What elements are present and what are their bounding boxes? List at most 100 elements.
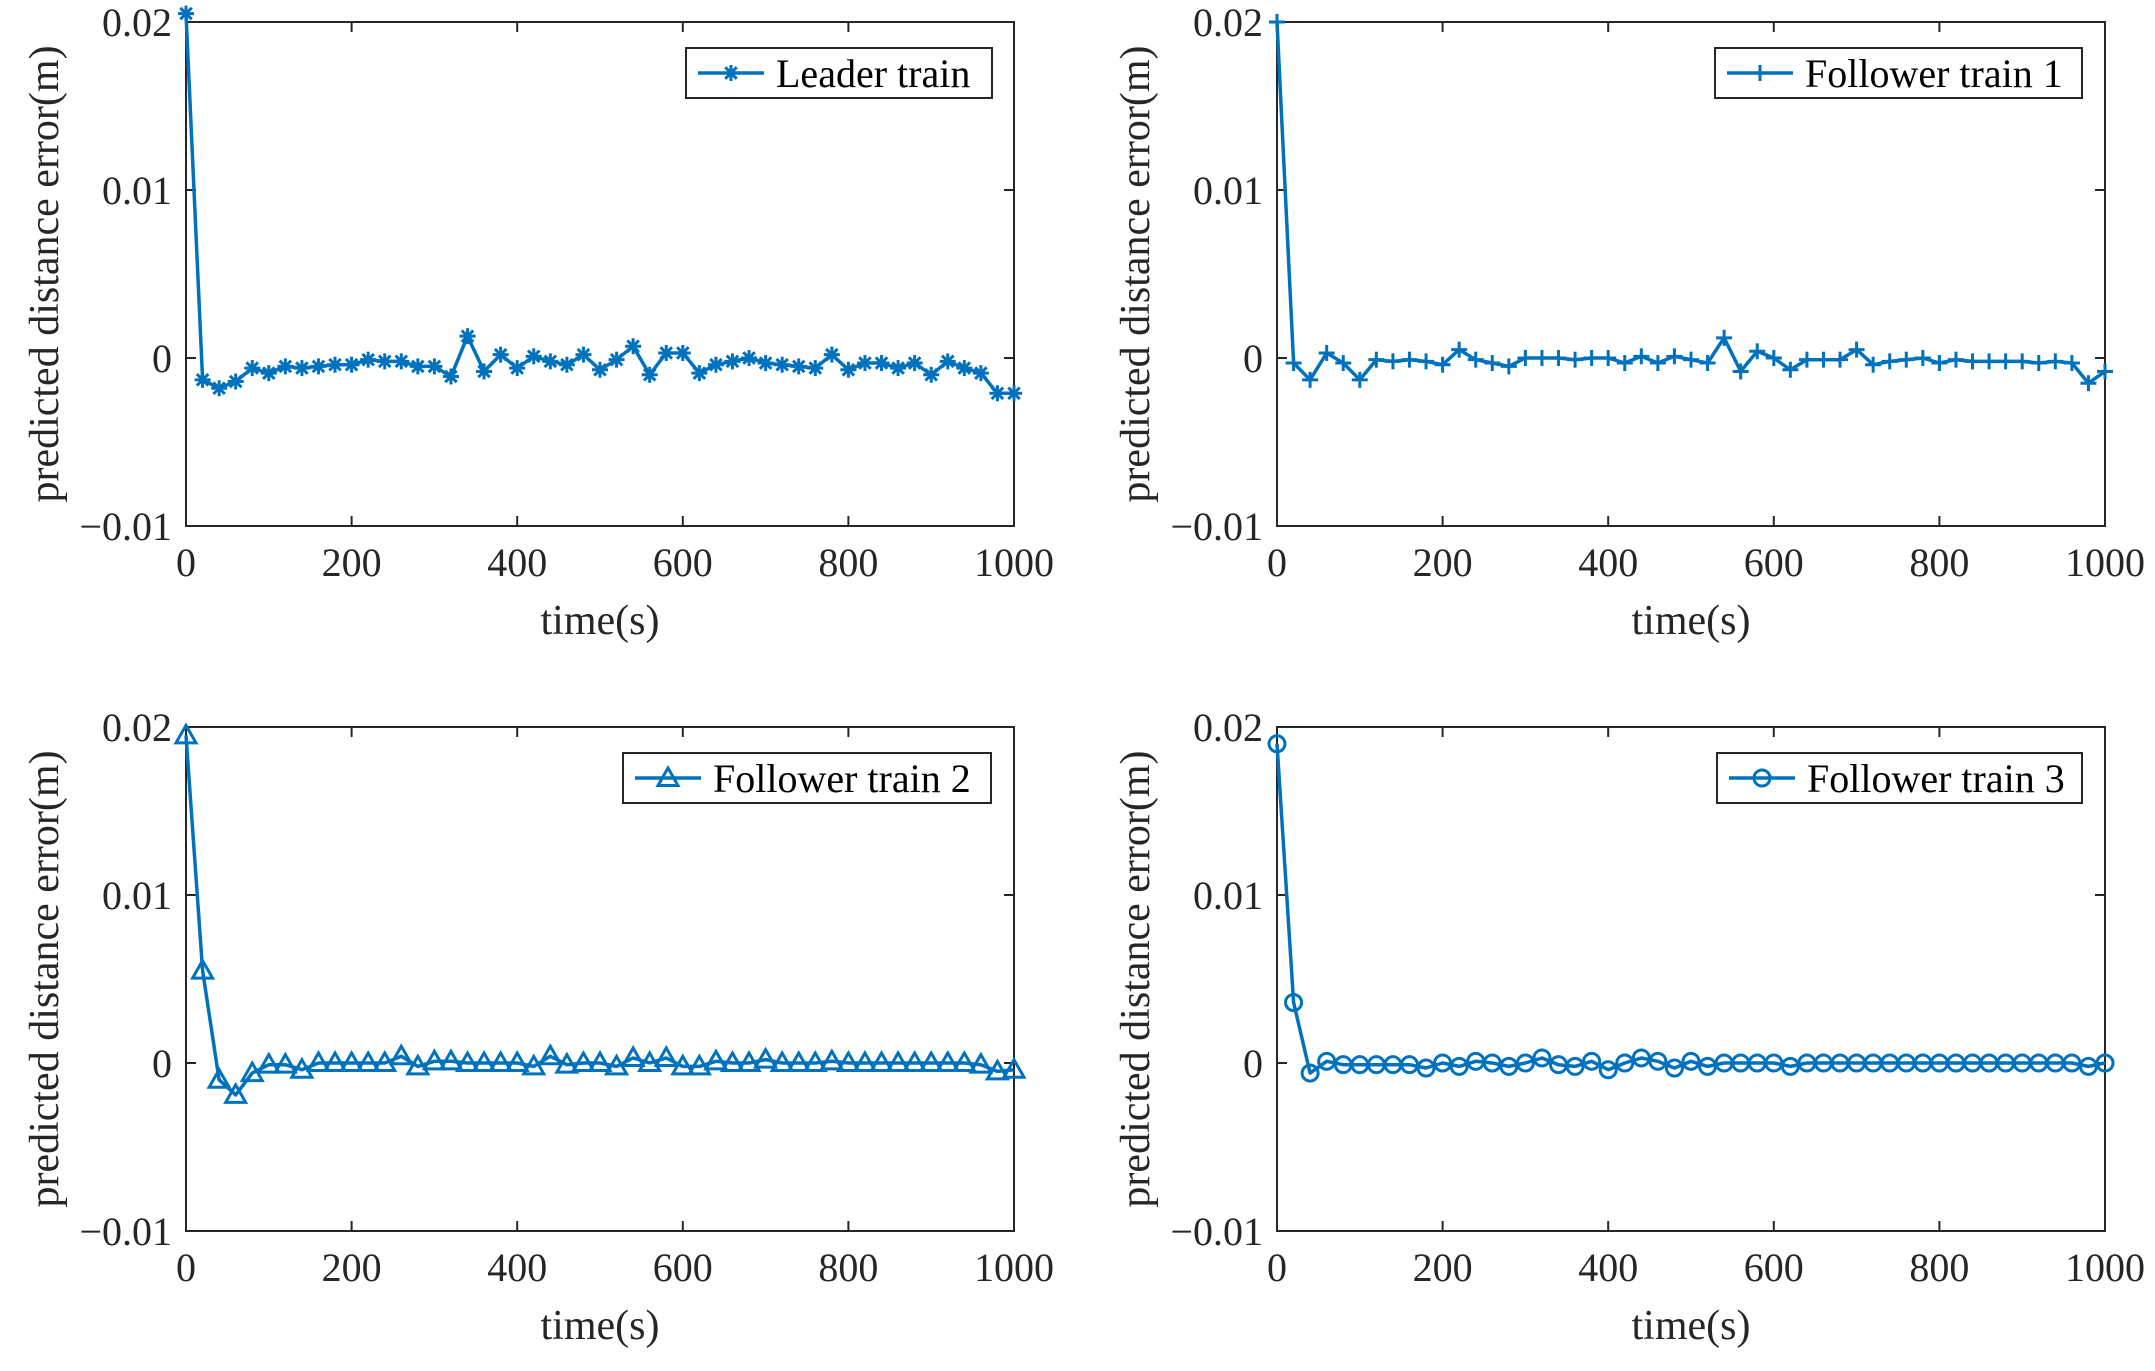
data-point-marker <box>703 1048 729 1071</box>
data-point-marker <box>1648 1051 1668 1071</box>
data-point-marker-d2 <box>775 357 789 372</box>
x-tick-label: 200 <box>1413 1245 1473 1290</box>
data-point-marker-d2 <box>626 339 640 354</box>
data-point-marker-d2 <box>940 354 955 369</box>
plot-area-frame <box>185 21 1015 527</box>
data-point-marker-d2 <box>510 361 525 375</box>
data-point-marker-d2 <box>311 359 326 374</box>
data-point-marker-d2 <box>411 359 425 374</box>
y-axis-label: predicted distance error(m) <box>22 45 68 502</box>
x-tick-label: 400 <box>1578 1245 1638 1290</box>
x-tick-label: 800 <box>818 540 878 585</box>
data-point-marker <box>835 1049 861 1072</box>
y-tick-label: 0.02 <box>1193 705 1263 750</box>
data-point-marker-d2 <box>212 381 226 396</box>
legend-marker-sample <box>1752 768 1772 788</box>
data-point-marker-d2 <box>1007 386 1021 401</box>
data-point-marker-d2 <box>609 352 624 367</box>
data-point-marker-d2 <box>874 356 889 370</box>
data-point-marker <box>471 1049 497 1072</box>
data-point-marker-d2 <box>245 361 260 375</box>
x-axis-label: time(s) <box>1632 1303 1751 1349</box>
data-point-marker <box>653 1044 679 1067</box>
y-axis-label: predicted distance error(m) <box>1113 45 1159 502</box>
chart-panel-2: 0 200 400 600 800 1000−0.0100.010.02time(s)pr… <box>1113 0 2145 644</box>
y-tick-label: −0.01 <box>1170 504 1263 549</box>
data-point-marker <box>968 1051 994 1074</box>
legend-label: Follower train 1 <box>1805 51 2063 96</box>
data-point-marker-d2 <box>725 354 740 369</box>
data-point-marker <box>2095 1053 2115 1073</box>
y-tick-label: 0 <box>1243 336 1263 381</box>
data-point-marker <box>819 1048 845 1071</box>
data-point-marker <box>1565 1056 1585 1076</box>
y-tick-label: 0 <box>152 1041 172 1086</box>
data-point-marker <box>1532 1048 1552 1068</box>
data-point-marker <box>786 1049 812 1072</box>
data-point-marker <box>1664 1058 1684 1078</box>
data-point-marker-d2 <box>576 347 591 362</box>
data-point-marker <box>438 1048 464 1071</box>
data-point-marker-d2 <box>427 359 442 374</box>
data-point-marker-d2 <box>808 361 823 375</box>
data-point-marker-d2 <box>328 357 342 372</box>
y-axis-label: predicted distance error(m) <box>22 750 68 1207</box>
data-point-marker <box>1284 993 1304 1013</box>
y-tick-label: 0.01 <box>1193 168 1263 213</box>
data-point-marker-d2 <box>675 346 690 360</box>
x-tick-label: 600 <box>653 540 713 585</box>
data-point-marker-d2 <box>791 359 806 374</box>
data-point-marker <box>339 1049 365 1072</box>
data-point-marker <box>918 1049 944 1072</box>
y-tick-label: 0.02 <box>102 705 172 750</box>
y-tick-label: −0.01 <box>79 1209 172 1254</box>
plot-area-frame <box>1276 21 2106 527</box>
data-point-marker <box>421 1048 447 1071</box>
x-tick-label: 0 <box>1267 1245 1287 1290</box>
data-point-marker-d2 <box>841 362 856 377</box>
x-tick-label: 200 <box>322 540 382 585</box>
data-point-marker <box>753 1046 779 1069</box>
data-point-marker-d2 <box>361 352 375 367</box>
data-point-marker-d2 <box>179 6 193 21</box>
data-point-marker-d2 <box>825 347 839 362</box>
x-tick-label: 400 <box>487 540 547 585</box>
data-point-marker <box>1615 1053 1635 1073</box>
legend-marker-sample-d2 <box>724 66 738 80</box>
data-point-marker <box>223 1081 249 1104</box>
legend-marker-sample <box>655 764 681 787</box>
data-point-marker <box>935 1049 961 1072</box>
data-point-marker <box>1449 1056 1469 1076</box>
data-point-marker <box>686 1053 712 1076</box>
data-point-marker <box>554 1051 580 1074</box>
series-line <box>1275 743 2106 1075</box>
data-point-marker <box>1515 1053 1535 1073</box>
data-point-marker <box>852 1049 878 1072</box>
data-point-marker <box>289 1056 315 1079</box>
y-tick-label: 0.01 <box>102 168 172 213</box>
data-point-marker <box>239 1060 265 1083</box>
data-point-marker <box>570 1049 597 1072</box>
data-point-marker <box>1001 1056 1027 1079</box>
plot-area-frame <box>1276 726 2106 1232</box>
data-point-marker <box>1582 1051 1602 1071</box>
data-point-marker-d2 <box>758 356 773 370</box>
x-axis-label: time(s) <box>541 598 660 644</box>
data-point-marker <box>885 1049 911 1072</box>
data-point-marker <box>372 1049 398 1072</box>
data-point-marker <box>454 1049 481 1072</box>
data-point-marker-d2 <box>261 366 276 380</box>
data-point-marker <box>206 1066 232 1089</box>
data-point-marker <box>189 957 216 980</box>
x-tick-label: 800 <box>1909 540 1969 585</box>
y-axis-label: predicted distance error(m) <box>1113 750 1159 1207</box>
chart-panel-3: 0 200 400 600 800 1000−0.0100.010.02time(s)pr… <box>22 705 1054 1349</box>
data-point-marker-d2 <box>543 354 558 369</box>
data-point-marker-d2 <box>228 374 243 389</box>
data-point-marker <box>173 722 199 745</box>
data-point-marker-d2 <box>195 373 210 387</box>
data-point-marker <box>984 1058 1011 1081</box>
y-tick-label: 0.02 <box>1193 0 1263 45</box>
x-tick-label: 200 <box>1413 540 1473 585</box>
